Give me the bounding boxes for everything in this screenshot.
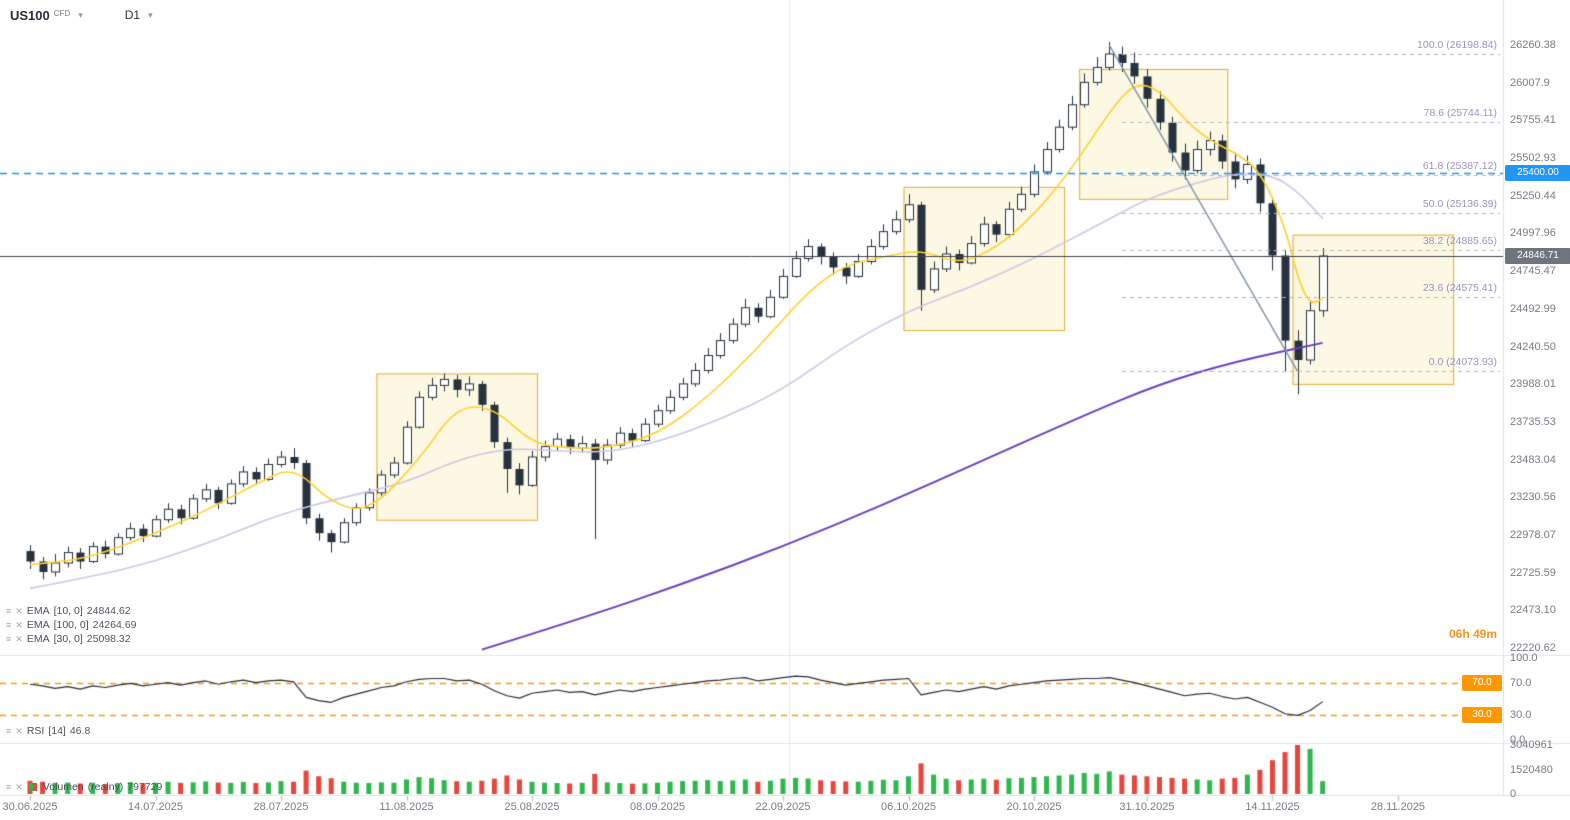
timeframe-label[interactable]: D1 (124, 8, 141, 22)
price-axis-tick: 22978.07 (1510, 528, 1556, 541)
legend-row-volume: ≡ ✕ Volumen (realny) 797729 (6, 780, 162, 794)
rsi-axis-tick: 100.0 (1510, 652, 1538, 664)
alert-price-badge[interactable]: 25400.00 (1505, 165, 1570, 182)
rsi-params: [14] (48, 725, 66, 737)
chart-header: US100 CFD ▾ D1 ▾ (10, 8, 153, 23)
ema30-value: 25098.32 (86, 633, 131, 645)
volume-params: (realny) (87, 781, 124, 793)
legend-settings-icon[interactable]: ≡ (6, 634, 12, 644)
rsi-upper-band-badge: 70.0 (1462, 674, 1502, 691)
ema100-name: EMA (26, 619, 50, 631)
fib-level-label[interactable]: 23.6 (24575.41) (1422, 281, 1497, 294)
volume-bars-icon (28, 783, 37, 791)
time-axis-label: 14.11.2025 (1245, 801, 1300, 813)
price-axis-tick: 23988.01 (1510, 378, 1556, 391)
legend-close-icon[interactable]: ✕ (15, 605, 23, 616)
time-axis-label: 20.10.2025 (1006, 801, 1062, 813)
rsi-legend: ≡ ✕ RSI [14] 46.8 (6, 724, 90, 738)
ema30-params: [30, 0] (53, 633, 83, 645)
price-axis-tick: 26007.9 (1510, 76, 1550, 89)
price-axis-tick: 23230.56 (1510, 491, 1556, 504)
time-axis-label: 28.07.2025 (253, 801, 309, 813)
time-axis-label: 22.09.2025 (755, 801, 811, 813)
rsi-axis-tick: 70.0 (1510, 676, 1532, 689)
legend-row-ema10: ≡ ✕ EMA [10, 0] 24844.62 (6, 604, 136, 618)
legend-settings-icon[interactable]: ≡ (6, 620, 12, 630)
time-axis-label: 31.10.2025 (1119, 801, 1175, 813)
rsi-value: 46.8 (69, 725, 91, 737)
time-axis-label: 25.08.2025 (504, 801, 560, 813)
price-axis-tick: 22725.59 (1510, 566, 1556, 579)
legend-settings-icon[interactable]: ≡ (6, 782, 12, 792)
price-axis-tick: 25250.44 (1510, 189, 1556, 202)
price-axis-tick: 24240.50 (1510, 340, 1556, 353)
time-axis-label: 14.07.2025 (127, 801, 184, 813)
legend-row-rsi: ≡ ✕ RSI [14] 46.8 (6, 724, 90, 738)
ema10-value: 24844.62 (86, 605, 131, 617)
timeframe-dropdown-caret-icon[interactable]: ▾ (148, 10, 153, 20)
ema10-params: [10, 0] (53, 605, 83, 617)
price-axis-tick: 25755.41 (1510, 114, 1556, 127)
indicator-legend: ≡ ✕ EMA [10, 0] 24844.62 ≡ ✕ EMA [100, 0… (6, 604, 136, 646)
time-axis-label: 30.06.2025 (2, 801, 58, 813)
legend-close-icon[interactable]: ✕ (15, 619, 23, 630)
volume-axis-tick: 3040961 (1510, 739, 1553, 751)
symbol-dropdown-caret-icon[interactable]: ▾ (78, 10, 83, 20)
price-axis-tick: 23735.53 (1510, 415, 1556, 428)
fib-level-label[interactable]: 61.8 (25387.12) (1422, 160, 1497, 173)
instrument-type-label: CFD (53, 9, 71, 18)
fib-level-label[interactable]: 100.0 (26198.84) (1417, 39, 1497, 52)
time-axis-label: 11.08.2025 (379, 801, 434, 813)
time-axis-label: 06.10.2025 (880, 801, 937, 813)
legend-row-ema30: ≡ ✕ EMA [30, 0] 25098.32 (6, 632, 136, 646)
legend-close-icon[interactable]: ✕ (15, 633, 23, 644)
legend-row-ema100: ≡ ✕ EMA [100, 0] 24264.69 (6, 618, 136, 632)
rsi-lower-band-badge: 30.0 (1462, 707, 1502, 724)
ema100-params: [100, 0] (53, 619, 89, 631)
price-axis-tick: 25502.93 (1510, 152, 1556, 165)
ema100-value: 24264.69 (92, 619, 137, 631)
legend-settings-icon[interactable]: ≡ (6, 606, 12, 616)
rsi-axis-tick: 30.0 (1510, 709, 1532, 722)
legend-close-icon[interactable]: ✕ (15, 781, 23, 792)
fib-level-label[interactable]: 78.6 (25744.11) (1423, 107, 1497, 120)
ema30-name: EMA (26, 633, 50, 645)
fib-level-label[interactable]: 50.0 (25136.39) (1422, 197, 1497, 210)
volume-name: Volumen (42, 781, 84, 793)
time-axis-label: 28.11.2025 (1370, 801, 1426, 813)
legend-settings-icon[interactable]: ≡ (6, 726, 12, 736)
symbol-label[interactable]: US100 (10, 8, 50, 23)
price-axis-tick: 24997.96 (1510, 227, 1556, 240)
volume-legend: ≡ ✕ Volumen (realny) 797729 (6, 780, 162, 794)
ema10-name: EMA (26, 605, 50, 617)
price-axis-tick: 22473.10 (1510, 604, 1556, 617)
price-axis-tick: 23483.04 (1510, 453, 1556, 466)
current-price-badge: 24846.71 (1505, 248, 1570, 264)
legend-close-icon[interactable]: ✕ (15, 725, 23, 736)
fib-level-label[interactable]: 0.0 (24073.93) (1428, 356, 1497, 369)
price-axis-tick: 26260.38 (1510, 39, 1556, 51)
rsi-name: RSI (26, 725, 45, 737)
candle-countdown-timer: 06h 49m (1448, 627, 1497, 641)
price-axis-tick: 24492.99 (1510, 302, 1556, 315)
rsi-axis-tick: 0.0 (1510, 734, 1526, 746)
time-axis-label: 08.09.2025 (629, 801, 686, 813)
volume-axis-tick: 0 (1510, 788, 1517, 800)
volume-value: 797729 (127, 781, 163, 793)
volume-axis-tick: 1520480 (1510, 763, 1553, 776)
fib-level-label[interactable]: 38.2 (24885.65) (1422, 235, 1497, 248)
price-axis-tick: 24745.47 (1510, 265, 1556, 278)
price-axis-tick: 22220.62 (1510, 642, 1556, 654)
